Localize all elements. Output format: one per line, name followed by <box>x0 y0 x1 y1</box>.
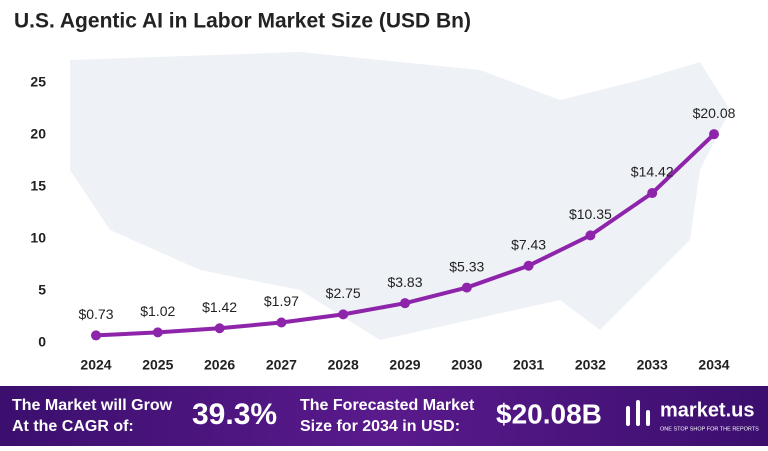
x-tick-label: 2026 <box>204 357 235 373</box>
point <box>400 298 410 309</box>
point <box>338 309 349 320</box>
x-tick-label: 2028 <box>328 357 359 373</box>
cagr-value: 39.3% <box>192 398 277 431</box>
x-tick-label: 2030 <box>451 357 482 373</box>
x-tick-label: 2029 <box>389 357 420 373</box>
point <box>461 282 472 293</box>
brand: market.us <box>660 399 755 421</box>
value-label: $0.73 <box>78 306 113 322</box>
map-background <box>70 52 730 340</box>
point <box>647 188 658 199</box>
footer-band <box>0 386 768 446</box>
chart-title: U.S. Agentic AI in Labor Market Size (US… <box>14 10 471 33</box>
x-tick-label: 2027 <box>266 357 297 373</box>
value-label: $10.35 <box>569 206 612 222</box>
y-tick-label: 25 <box>30 74 46 90</box>
point <box>709 129 719 140</box>
value-label: $1.02 <box>140 303 175 319</box>
y-tick-label: 10 <box>30 230 46 246</box>
forecast-value: $20.08B <box>496 398 602 429</box>
forecast-text: Size for 2034 in USD: <box>300 418 460 435</box>
tagline: ONE STOP SHOP FOR THE REPORTS <box>660 426 759 432</box>
value-label: $7.43 <box>511 236 546 252</box>
logo-bars <box>626 400 650 426</box>
point <box>152 327 163 338</box>
value-label: $5.33 <box>449 258 484 274</box>
y-tick-label: 0 <box>38 334 46 350</box>
point <box>214 323 225 334</box>
x-tick-label: 2031 <box>513 357 544 373</box>
value-label: $20.08 <box>693 105 736 121</box>
point <box>523 260 534 271</box>
y-tick-label: 20 <box>30 126 46 142</box>
point <box>585 230 596 241</box>
value-label: $3.83 <box>387 274 422 290</box>
value-label: $14.42 <box>631 164 674 180</box>
brand-logo <box>626 400 650 426</box>
cagr-text: At the CAGR of: <box>12 418 134 435</box>
x-tick-label: 2032 <box>575 357 606 373</box>
x-tick-label: 2034 <box>698 357 729 373</box>
value-label: $1.42 <box>202 299 237 315</box>
point <box>276 317 287 328</box>
x-tick-label: 2025 <box>142 357 173 373</box>
value-label: $1.97 <box>264 293 299 309</box>
y-tick-label: 15 <box>30 178 46 194</box>
x-tick-label: 2024 <box>80 357 111 373</box>
y-tick-label: 5 <box>38 282 46 298</box>
forecast-text: The Forecasted Market <box>300 397 475 414</box>
cagr-text: The Market will Grow <box>12 397 173 414</box>
point <box>91 330 101 341</box>
value-label: $2.75 <box>326 285 361 301</box>
x-tick-label: 2033 <box>637 357 668 373</box>
